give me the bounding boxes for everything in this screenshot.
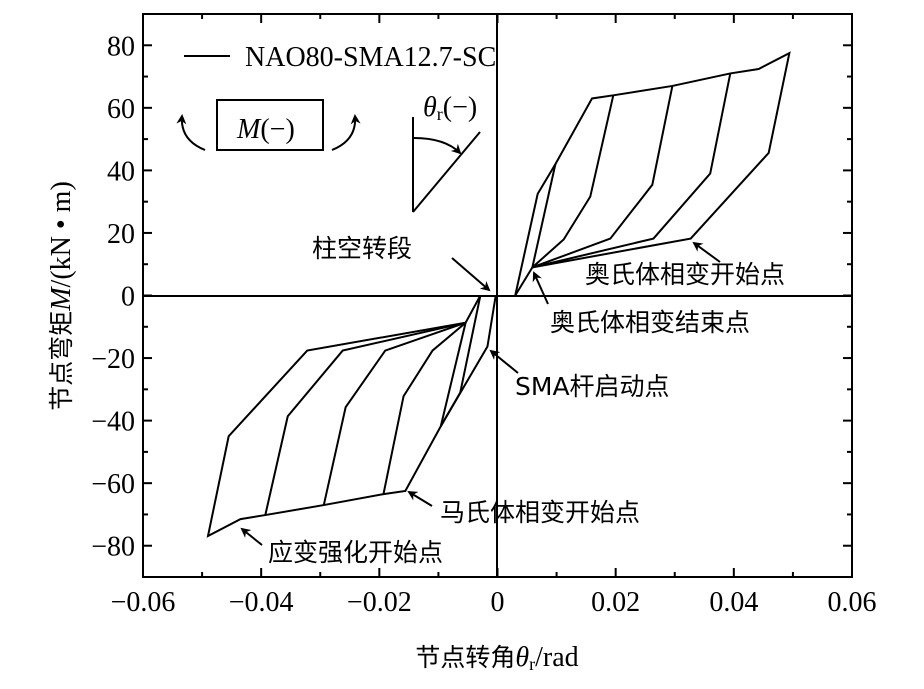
x-tick-label: 0.02 [591,587,640,618]
x-tick-label: −0.04 [229,587,294,618]
annotation-arrow [532,271,549,305]
x-tick-label: 0 [491,587,505,618]
annotation-label: 奥氏体相变开始点 [585,260,785,289]
y-tick-label: −20 [91,344,135,375]
curve-segment [264,321,466,516]
y-tick-label: 20 [107,219,135,250]
axis-ticks: −0.06 −0.04 −0.02 0 0.02 0.04 0.06 80 60 40 20 0 −20… [91,13,877,618]
curve-segment [531,163,557,268]
curve-segment [439,295,482,427]
rotation-sign: (−) [443,92,477,123]
rotation-symbol: θ [423,92,437,123]
y-tick-label: 80 [107,31,135,62]
y-tick-label: 40 [107,156,135,187]
curve-segment [532,73,732,269]
annotation-arrow [451,257,491,292]
y-tick-label: −40 [91,407,135,438]
hysteresis-curve [206,51,791,538]
x-tick-label: 0.06 [828,587,877,618]
annotation-label: 柱空转段 [312,234,412,263]
moment-sign: (−) [260,114,294,145]
annotation-label: 应变强化开始点 [268,538,443,567]
curved-arrow-icon [331,114,361,151]
curve-segment [382,321,467,495]
x-tick-label: 0.04 [709,587,758,618]
annotation-label: 奥氏体相变结束点 [550,308,750,337]
curve-segment [439,322,467,427]
curved-arrow-icon [176,114,206,151]
x-axis-label: 节点转角θr/rad [415,642,578,674]
moment-symbol: M [236,114,262,145]
annotation-arrow [240,527,263,546]
annotation-arrow [692,241,721,263]
annotation-arrow [489,349,519,374]
annotation-label: 马氏体相变开始点 [440,498,640,527]
curve-segment [322,321,466,506]
svg-text:M(−): M(−) [236,114,295,145]
annotation-arrow [407,490,433,507]
y-tick-label: 60 [107,94,135,125]
rotation-sign-inset: θr(−) [412,92,481,213]
legend-label: NAO80-SMA12.7-SC [245,42,496,73]
curve-segment [531,95,615,269]
svg-text:θr(−): θr(−) [423,92,477,124]
rotation-arrow-icon [413,137,462,155]
y-tick-label: −80 [91,532,135,563]
y-tick-label: −60 [91,469,135,500]
y-axis-label: 节点弯矩M/(kN • m) [46,181,77,411]
y-tick-label: 0 [121,282,135,313]
curve-segment [532,85,674,269]
x-tick-label: −0.06 [111,587,176,618]
annotation-label: SMA杆启动点 [515,372,670,401]
x-tick-label: −0.02 [347,587,412,618]
moment-sign-inset: M(−) [176,99,361,151]
